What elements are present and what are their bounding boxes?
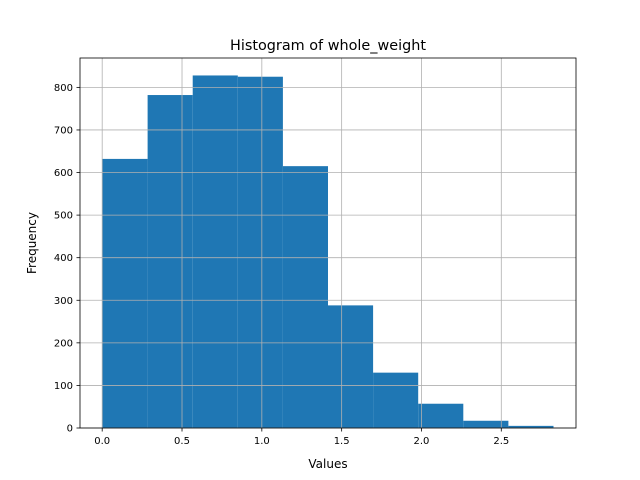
- histogram-bar: [102, 158, 148, 428]
- x-axis-label: Values: [308, 457, 347, 471]
- x-tick-label: 2.5: [493, 436, 509, 447]
- histogram-bar: [463, 420, 509, 428]
- y-tick-label: 800: [54, 83, 73, 94]
- histogram-bar: [147, 95, 193, 428]
- x-tick-label: 0.5: [174, 436, 190, 447]
- y-tick-label: 100: [54, 381, 73, 392]
- histogram-bar: [237, 76, 283, 428]
- y-tick-label: 600: [54, 168, 73, 179]
- x-tick-label: 1.5: [334, 436, 350, 447]
- grid-layer: [80, 58, 576, 429]
- y-tick-label: 500: [54, 211, 73, 222]
- y-tick-label: 200: [54, 338, 73, 349]
- histogram-bar: [508, 425, 554, 428]
- chart-title: Histogram of whole_weight: [230, 38, 426, 54]
- y-tick-label: 300: [54, 296, 73, 307]
- x-tick-label: 2.0: [414, 436, 430, 447]
- y-tick-label: 700: [54, 125, 73, 136]
- histogram-bar: [192, 75, 238, 429]
- histogram-bar: [282, 166, 328, 428]
- axes-frame: [79, 57, 577, 429]
- y-tick-label: 400: [54, 253, 73, 264]
- histogram-bar: [418, 403, 464, 428]
- axes-layer: [79, 57, 577, 429]
- x-tick-label: 1.0: [254, 436, 270, 447]
- x-tick-label: 0.0: [94, 436, 110, 447]
- bars-layer: [102, 75, 554, 429]
- y-tick-label: 0: [67, 424, 73, 435]
- histogram-bar: [328, 305, 374, 428]
- y-axis-label: Frequency: [25, 212, 39, 274]
- ticks-layer: 0.0 0.5 1.0 1.5 2.0 2.5 0 100 200 300 400 500 600 700…: [54, 83, 509, 447]
- histogram-bar: [373, 372, 419, 428]
